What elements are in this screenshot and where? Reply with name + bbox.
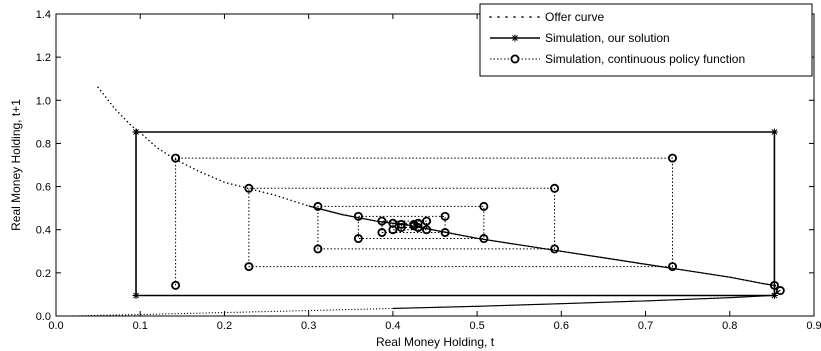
series-continuous-point (550, 183, 560, 193)
series-continuous-point-extra (775, 286, 785, 296)
legend-star-glyph (511, 34, 519, 42)
series-continuous-point (440, 211, 450, 221)
series-our-solution-point (770, 292, 778, 300)
series-continuous-point (668, 262, 678, 272)
series-our-solution-point (132, 292, 140, 300)
legend-marker-circle (510, 54, 520, 64)
series-continuous-point (550, 244, 560, 254)
x-tick-label: 0.0 (48, 320, 63, 332)
series-continuous-point (171, 153, 181, 163)
x-axis-label: Real Money Holding, t (376, 335, 495, 349)
y-tick-label: 0.4 (36, 225, 51, 237)
series-continuous-point (244, 183, 254, 193)
series-continuous-point (377, 216, 387, 226)
series-continuous-point (313, 201, 323, 211)
series-continuous-point (353, 234, 363, 244)
legend-label-continuous: Simulation, continuous policy function (545, 52, 745, 66)
series-continuous-point (479, 201, 489, 211)
series-continuous-point (377, 228, 387, 238)
legend-marker-star (511, 34, 519, 42)
offer-curve-upper (97, 86, 777, 287)
series-continuous-point (353, 211, 363, 221)
axes-layer: 0.0 0.1 0.2 0.3 0.4 0.5 0.6 0.7 0.8 0.9 0.0 0.2 0.4 0… (36, 9, 821, 332)
offer-curve-solid-segment (308, 205, 777, 287)
legend-box (479, 3, 813, 77)
series-our-solution-point (770, 128, 778, 136)
y-tick-label: 1.2 (36, 52, 51, 64)
series-our-solution-point (132, 128, 140, 136)
x-tick-label: 0.6 (554, 320, 569, 332)
x-tick-label: 0.8 (722, 320, 737, 332)
plot-frame (55, 13, 815, 317)
offer-curve-lower (72, 289, 781, 317)
y-axis-label: Real Money Holding, t+1 (9, 99, 23, 231)
x-tick-label: 0.3 (301, 320, 316, 332)
y-tick-label: 0.0 (36, 311, 51, 323)
series-continuous-point (409, 221, 419, 231)
series-continuous-point (668, 153, 678, 163)
x-tick-label: 0.1 (133, 320, 148, 332)
series-continuous-point (396, 219, 406, 229)
series-continuous-point (422, 216, 432, 226)
y-tick-label: 1.4 (36, 9, 51, 21)
series-continuous-point (313, 244, 323, 254)
offer-curve-lower-solid (392, 289, 781, 309)
series-continuous-point (479, 234, 489, 244)
series-continuous-point (388, 218, 398, 228)
y-tick-label: 1.0 (36, 95, 51, 107)
x-tick-label: 0.5 (469, 320, 484, 332)
x-tick-label: 0.2 (217, 320, 232, 332)
series-continuous-point (422, 225, 432, 235)
legend-label-offer: Offer curve (545, 10, 604, 24)
series-continuous-line (175, 157, 674, 286)
y-tick-label: 0.2 (36, 268, 51, 280)
series-continuous-point (440, 228, 450, 238)
legend-label-our-solution: Simulation, our solution (545, 31, 670, 45)
x-tick-label: 0.9 (806, 320, 821, 332)
x-tick-label: 0.7 (638, 320, 653, 332)
x-tick-label: 0.4 (385, 320, 400, 332)
plot-layer (72, 86, 785, 317)
legend: Offer curve Simulation, our solution Sim… (479, 3, 813, 77)
y-tick-label: 0.8 (36, 138, 51, 150)
series-continuous-point (171, 280, 181, 290)
y-tick-label: 0.6 (36, 182, 51, 194)
series-continuous-point (244, 262, 254, 272)
series-continuous-point (396, 223, 406, 233)
series-our-solution-line (135, 131, 776, 297)
